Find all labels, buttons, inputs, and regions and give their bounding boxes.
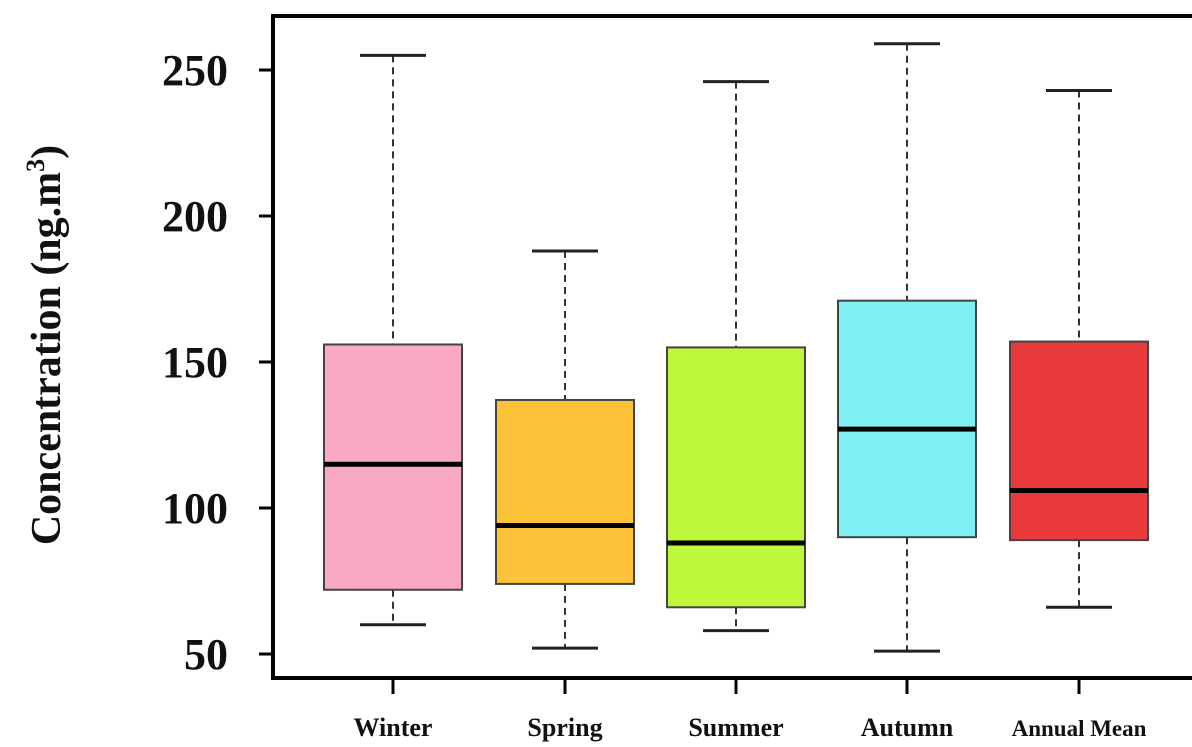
- x-axis: Winter Spring Summer Autumn Annual Mean: [354, 678, 1147, 742]
- x-tick-label: Autumn: [861, 713, 954, 742]
- y-tick-label: 200: [162, 192, 228, 241]
- box-iqr: [1009, 340, 1149, 542]
- box-iqr: [837, 299, 977, 539]
- box-iqr: [323, 343, 463, 591]
- box-spring: [495, 249, 635, 650]
- box-iqr: [495, 398, 635, 585]
- y-axis-label-main: Concentration (ng.m: [24, 172, 70, 545]
- y-axis-label-sup: 3: [21, 159, 50, 172]
- box-autumn: [837, 42, 977, 653]
- y-tick-label: 100: [162, 484, 228, 533]
- y-axis-label: Concentration (ng.m3): [21, 145, 70, 545]
- x-tick-label: Spring: [527, 713, 602, 742]
- y-axis-label-close: ): [24, 145, 70, 159]
- box-annual-mean: [1009, 88, 1149, 609]
- y-axis: 50 100 150 200 250: [162, 46, 273, 679]
- y-tick-label: 150: [162, 338, 228, 387]
- box-series: [323, 42, 1149, 653]
- y-tick-label: 250: [162, 46, 228, 95]
- x-tick-label: Winter: [354, 713, 433, 742]
- box-iqr: [666, 346, 806, 609]
- x-tick-label: Annual Mean: [1012, 716, 1147, 741]
- box-summer: [666, 80, 806, 633]
- box-winter: [323, 53, 463, 627]
- y-tick-label: 50: [184, 630, 228, 679]
- x-tick-label: Summer: [688, 713, 783, 742]
